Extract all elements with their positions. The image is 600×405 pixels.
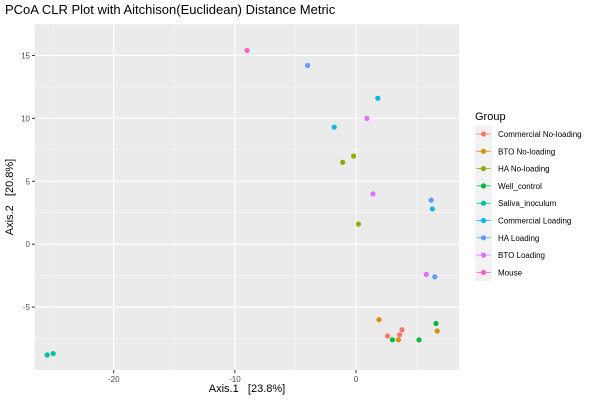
data-point [434, 328, 440, 334]
legend-key-point [480, 252, 487, 258]
y-tick-label: -5 [23, 303, 31, 312]
legend-item-label: HA Loading [498, 234, 539, 243]
axes-layer: -20 -10 0 -5 0 5 10 15 [21, 51, 359, 384]
legend-key-point [480, 148, 487, 154]
legend-key-point [480, 217, 487, 224]
data-point [376, 317, 382, 323]
legend-item-label: Saliva_inoculum [498, 199, 557, 208]
legend-key-point [480, 200, 487, 206]
data-point [370, 191, 376, 197]
data-point [375, 95, 381, 101]
data-point [416, 337, 422, 343]
legend-key-point [480, 131, 487, 137]
data-point [340, 159, 346, 165]
y-tick-label: 15 [21, 51, 30, 60]
data-point [50, 351, 56, 357]
data-point [44, 352, 50, 358]
data-point [331, 124, 337, 130]
legend-key-point [480, 183, 487, 189]
data-point [389, 337, 395, 343]
legend-title: Group [475, 111, 506, 123]
legend-key-point [480, 166, 487, 172]
legend-item-label: Mouse [498, 268, 523, 277]
x-tick-label: 0 [354, 375, 359, 384]
data-point [423, 271, 429, 277]
data-point [384, 333, 391, 339]
y-axis-label: Axis.2 [20.8%] [4, 159, 16, 235]
data-point [397, 332, 403, 338]
legend-key-point [480, 269, 487, 275]
data-point [244, 47, 250, 54]
legend-item-label: Commercial No-loading [498, 130, 582, 139]
points-layer [44, 47, 440, 358]
y-tick-label: 5 [26, 177, 31, 186]
data-point [428, 197, 434, 203]
legend-key-point [480, 235, 487, 241]
legend-item-label: Well_control [498, 182, 542, 191]
legend-item-label: BTO Loading [498, 251, 545, 260]
data-point [304, 62, 311, 69]
x-axis-label: Axis.1 [23.8%] [209, 383, 285, 395]
data-point [429, 206, 435, 212]
legend-item-label: BTO No-loading [498, 147, 555, 156]
data-point [364, 115, 370, 121]
legend: Group Commercial No-loading BTO No-loadin… [475, 111, 582, 281]
y-tick-label: 10 [21, 114, 30, 123]
legend-item-label: Commercial Loading [498, 217, 571, 226]
data-point [433, 320, 439, 327]
chart-title: PCoA CLR Plot with Aitchison(Euclidean) … [5, 2, 336, 17]
data-point [432, 274, 438, 280]
y-tick-label: 0 [26, 240, 31, 249]
legend-item-label: HA No-loading [498, 165, 550, 174]
data-point [399, 327, 405, 333]
x-tick-label: -20 [108, 375, 120, 384]
x-tick-label: -10 [229, 375, 241, 384]
grid-layer [35, 23, 459, 370]
data-point [395, 337, 402, 343]
data-point [351, 153, 357, 159]
data-point [355, 221, 362, 227]
plot-panel [35, 24, 459, 370]
